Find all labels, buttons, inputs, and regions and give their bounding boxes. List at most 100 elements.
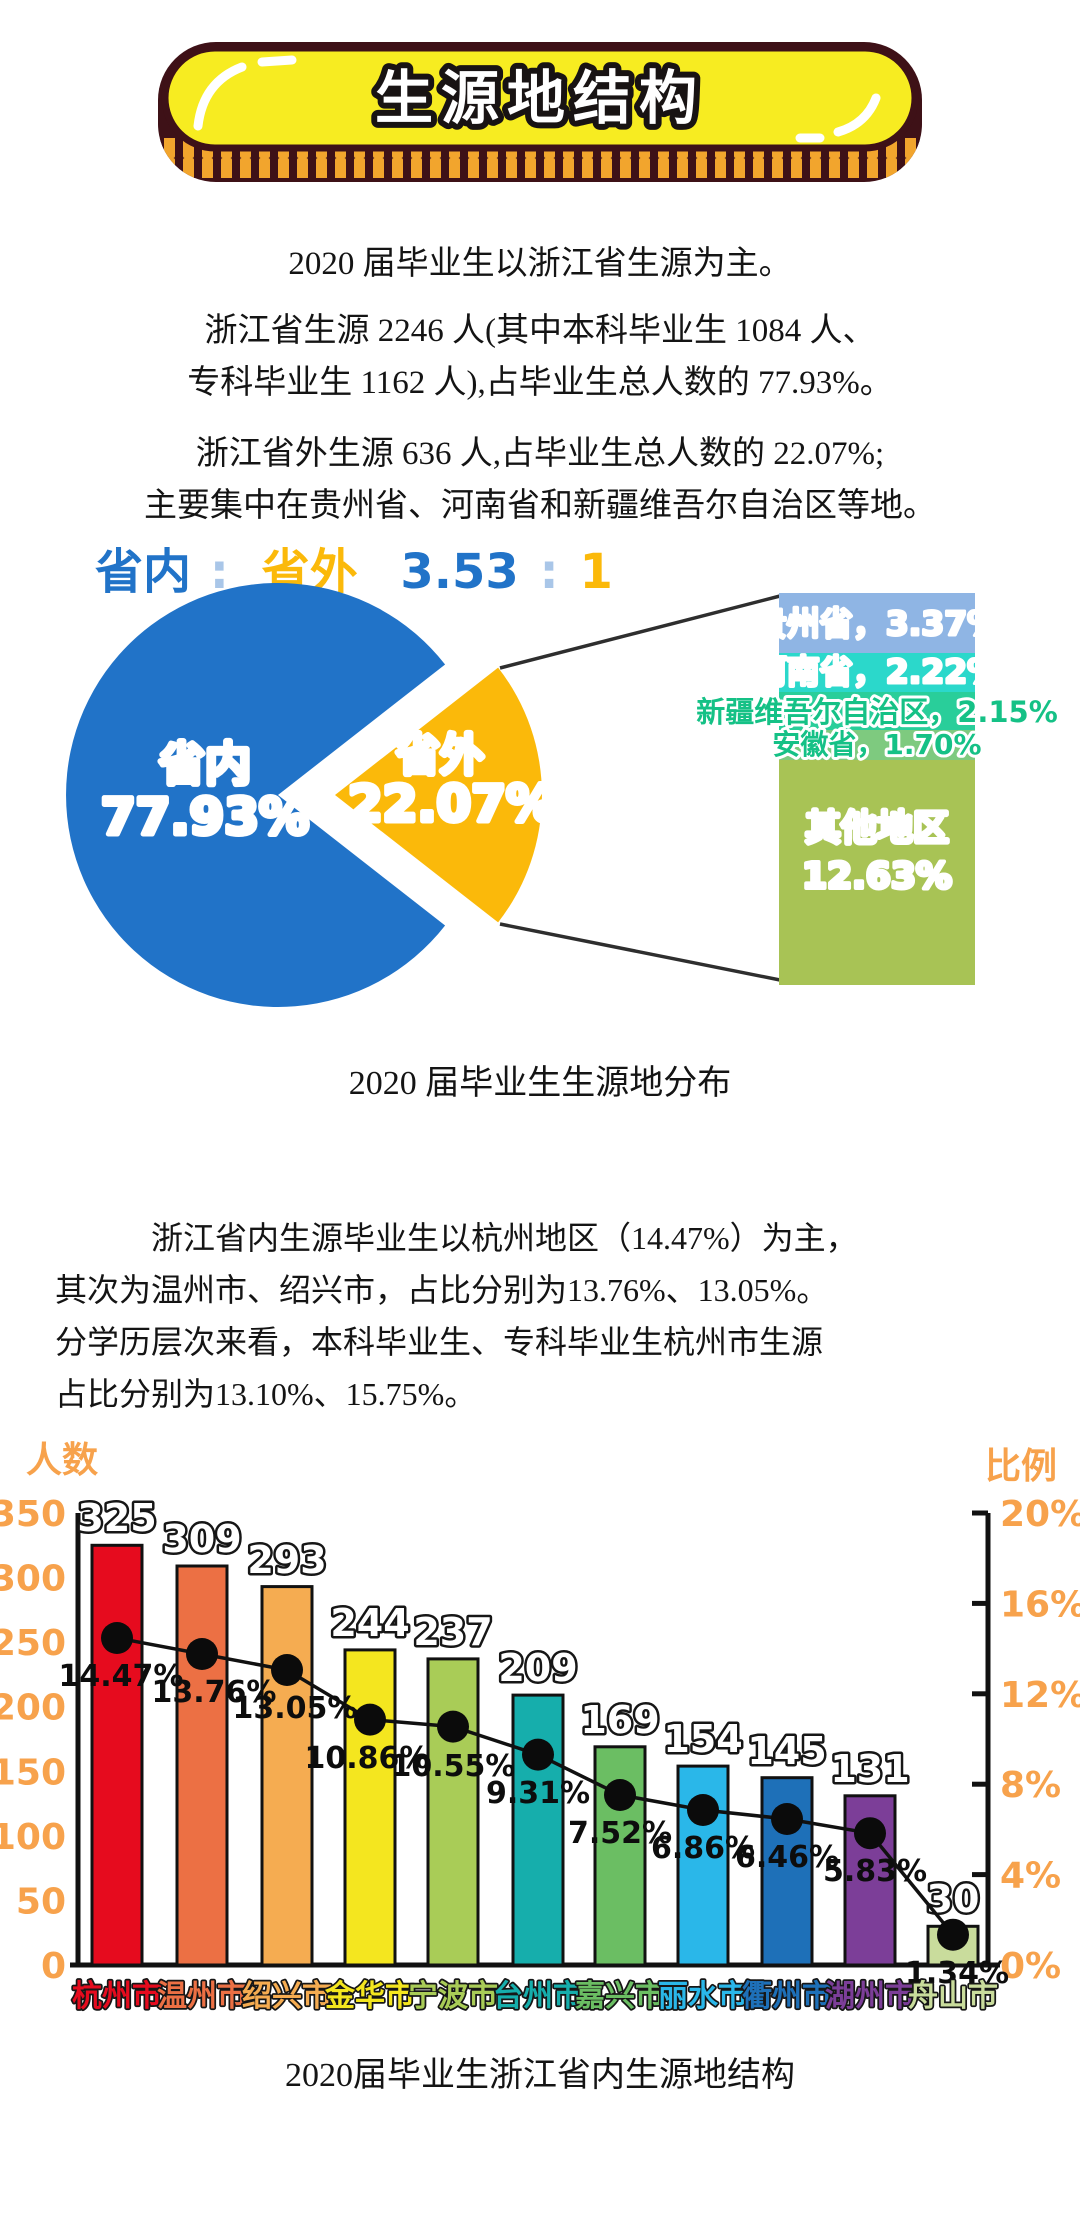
value-jinhua: 244 [330, 1601, 409, 1645]
banner-highlights [193, 55, 881, 143]
right-tick-0: 0% [1000, 1946, 1061, 1987]
page-title: 生源地结构 [375, 64, 705, 132]
pct-lishui: 6.86% [651, 1831, 755, 1866]
intro-paragraph-3: 浙江省外生源 636 人,占毕业生总人数的 22.07%; 主要集中在贵州省、河… [0, 428, 1080, 532]
pie-value-out: 22.07% [348, 775, 556, 833]
right-tick-12: 12% [1000, 1675, 1080, 1716]
title-banner: 生源地结构 [158, 42, 922, 182]
pct-ningbo: 10.55% [391, 1749, 516, 1784]
value-hangzhou: 325 [77, 1496, 156, 1540]
intro-p2-line1: 浙江省生源 2246 人(其中本科毕业生 1084 人、 [204, 313, 876, 349]
banner-pill [161, 44, 919, 152]
right-tick-4: 4% [1000, 1856, 1061, 1897]
intro-p2-line2: 专科毕业生 1162 人),占毕业生总人数的 77.93%。 [187, 365, 893, 401]
value-lishui: 154 [663, 1717, 742, 1761]
segment-label-guizhou: 贵州省，3.37% [754, 604, 1001, 643]
left-tick-0: 0 [41, 1946, 66, 1987]
value-wenzhou: 309 [162, 1517, 241, 1561]
body2-line2: 其次为温州市、绍兴市，占比分别为13.76%、13.05%。 [55, 1272, 829, 1308]
left-tick-100: 100 [0, 1817, 66, 1858]
bar-wenzhou [175, 1564, 229, 1967]
ratio-one: 1 [579, 544, 612, 600]
left-tick-150: 150 [0, 1752, 66, 1793]
pie-slice-out-province [335, 667, 542, 923]
bar-jinhua [343, 1648, 397, 1967]
city-ningbo: 宁波市 [408, 1979, 498, 2014]
value-ningbo: 237 [413, 1610, 492, 1654]
segment-label-other: 其他地区 [805, 808, 949, 849]
pie-slice-in-province [66, 583, 446, 1007]
right-tick-16: 16% [1000, 1584, 1080, 1625]
intro-p3-line1: 浙江省外生源 636 人,占毕业生总人数的 22.07%; [195, 436, 885, 472]
city-wenzhou: 温州市 [157, 1979, 247, 2014]
left-axis-title: 人数 [26, 1440, 98, 1481]
value-jiaxing: 169 [580, 1698, 659, 1742]
body2-line1: 浙江省内生源毕业生以杭州地区（14.47%）为主， [151, 1220, 858, 1256]
pct-jiaxing: 7.52% [568, 1816, 672, 1851]
pie-label-out: 省外 [396, 730, 484, 781]
left-tick-200: 200 [0, 1688, 66, 1729]
bar-value-labels: 325 309 293 244 237 209 169 154 145 131 … [75, 1494, 982, 1924]
intro-p3-line2: 主要集中在贵州省、河南省和新疆维吾尔自治区等地。 [144, 488, 936, 524]
pct-wenzhou: 13.76% [152, 1675, 277, 1710]
pct-shaoxing: 13.05% [233, 1691, 358, 1726]
bar-shaoxing [260, 1585, 314, 1967]
ratio-headline: 省内 : 省外 3.53 : 1 [95, 544, 613, 600]
breakdown-stacked-bar: 贵州省，3.37% 河南省，2.22% 新疆维吾尔自治区，2.15% 安徽省，1… [693, 593, 1061, 985]
left-tick-250: 250 [0, 1623, 66, 1664]
pct-zhoushan: 1.34% [905, 1956, 1009, 1991]
segment-other [779, 760, 975, 985]
pct-hangzhou: 14.47% [59, 1659, 184, 1694]
intro-paragraph-2: 浙江省生源 2246 人(其中本科毕业生 1084 人、 专科毕业生 1162 … [0, 305, 1080, 409]
segment-value-other: 12.63% [802, 856, 952, 897]
bar-ningbo [426, 1657, 480, 1967]
value-quzhou: 145 [747, 1729, 826, 1773]
percent-labels: 14.47% 13.76% 13.05% 10.86% 10.55% 9.31%… [59, 1659, 1010, 1991]
city-combo-chart: 人数 比例 350 300 250 200 150 100 50 0 20% 1… [0, 1440, 1080, 2016]
value-taizhou: 209 [498, 1646, 577, 1690]
ratio-value: 3.53 [400, 544, 518, 600]
city-labels: 杭州市 温州市 绍兴市 金华市 宁波市 台州市 嘉兴市 丽水市 衢州市 湖州市 … [70, 1977, 1000, 2016]
segment-guizhou [779, 593, 975, 653]
right-tick-20: 20% [1000, 1494, 1080, 1535]
right-tick-8: 8% [1000, 1765, 1061, 1806]
bar-taizhou [511, 1693, 565, 1967]
percent-dots [101, 1622, 969, 1951]
city-huzhou: 湖州市 [825, 1979, 915, 2014]
pie-value-in: 77.93% [101, 788, 309, 846]
body-paragraph-2: 浙江省内生源毕业生以杭州地区（14.47%）为主， 其次为温州市、绍兴市，占比分… [55, 1212, 1030, 1420]
bar-hangzhou [90, 1543, 144, 1967]
segment-label-xinjiang: 新疆维吾尔自治区，2.15% [696, 695, 1058, 729]
ratio-colon2: : [540, 544, 559, 600]
city-jiaxing: 嘉兴市 [575, 1979, 665, 2014]
segment-xinjiang [779, 692, 975, 730]
intro-paragraph-1: 2020 届毕业生以浙江省生源为主。 [288, 246, 792, 282]
combo-chart-caption: 2020届毕业生浙江省内生源地结构 [285, 2057, 795, 2094]
city-shaoxing: 绍兴市 [242, 1979, 332, 2014]
value-huzhou: 131 [830, 1747, 909, 1791]
ratio-in: 省内 [95, 544, 191, 600]
city-quzhou: 衢州市 [742, 1979, 832, 2014]
segment-label-henan: 河南省，2.22% [754, 652, 1001, 691]
segment-label-anhui: 安徽省，1.70% [772, 728, 981, 761]
pie-caption: 2020 届毕业生生源地分布 [348, 1065, 732, 1102]
pct-huzhou: 5.83% [823, 1854, 927, 1889]
axis-labels: 人数 比例 350 300 250 200 150 100 50 0 20% 1… [0, 1440, 1080, 1987]
pct-jinhua: 10.86% [305, 1741, 430, 1776]
pie-chart: 省内 : 省外 3.53 : 1 省内 77.93% 省外 22.07% 贵州省… [66, 540, 1061, 1007]
body2-line4: 占比分别为13.10%、15.75%。 [55, 1376, 477, 1412]
right-axis-title: 比例 [985, 1446, 1057, 1487]
pie-connector-lines [499, 594, 781, 982]
segment-anhui [779, 730, 975, 760]
city-jinhua: 金华市 [324, 1979, 415, 2014]
city-zhoushan: 舟山市 [908, 1979, 998, 2014]
left-tick-350: 350 [0, 1494, 66, 1535]
city-lishui: 丽水市 [658, 1979, 748, 2014]
value-shaoxing: 293 [247, 1538, 326, 1582]
pct-quzhou: 6.46% [735, 1840, 839, 1875]
city-taizhou: 台州市 [493, 1979, 583, 2014]
segment-henan [779, 653, 975, 692]
body2-line3: 分学历层次来看，本科毕业生、专科毕业生杭州市生源 [55, 1324, 824, 1360]
city-hangzhou: 杭州市 [72, 1979, 162, 2014]
